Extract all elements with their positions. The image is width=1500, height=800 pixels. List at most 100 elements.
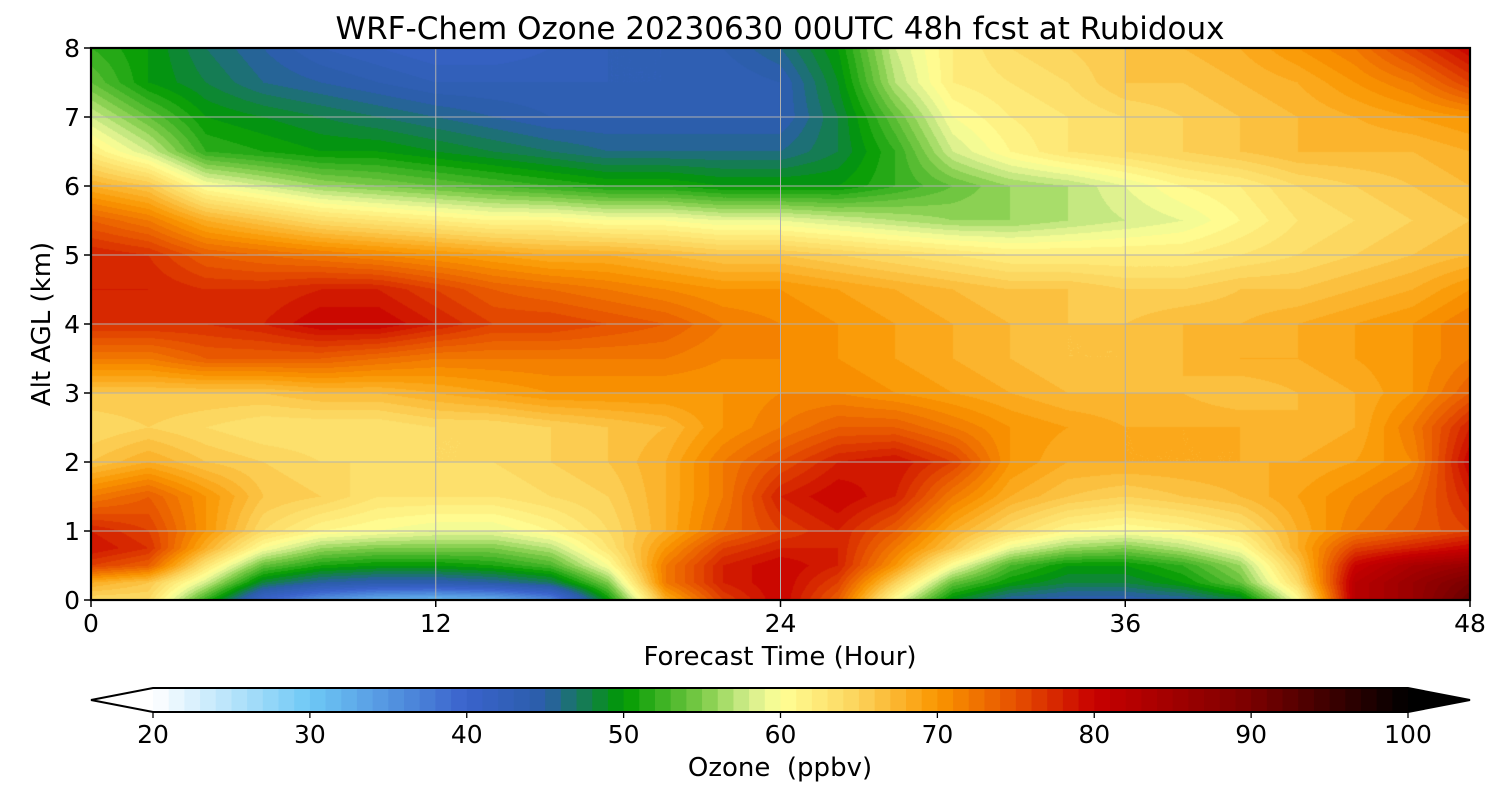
colorbar-segment [953,688,970,712]
colorbar-segment [309,688,327,712]
colorbar-tick-label: 80 [1078,720,1110,749]
colorbar-segment [639,688,656,712]
colorbar-segment [435,688,452,712]
colorbar-segment [1188,688,1205,712]
colorbar-segment [356,688,374,712]
y-tick-label: 1 [64,517,80,546]
y-tick-label: 7 [64,103,80,132]
colorbar-segment [1015,688,1033,712]
colorbar-segment [1266,688,1284,712]
colorbar-segment [1000,688,1017,712]
colorbar-segment [529,688,546,712]
colorbar-segment [513,688,531,712]
x-tick-label: 12 [420,609,452,638]
colorbar-segment [231,688,248,712]
colorbar-segment [388,688,405,712]
colorbar-segment [482,688,499,712]
colorbar-segment [1376,688,1393,712]
colorbar-segment [341,688,358,712]
colorbar-segment [984,688,1001,712]
y-tick-label: 6 [64,172,80,201]
plot-area [89,46,1472,602]
colorbar-segment [419,688,436,712]
colorbar-segment [325,688,342,712]
colorbar-segment [607,688,625,712]
colorbar-segment [1172,688,1189,712]
colorbar-segment [372,688,389,712]
colorbar-segment [827,688,844,712]
x-axis-label: Forecast Time (Hour) [643,642,916,672]
colorbar-segment [294,688,311,712]
colorbar-segment [811,688,829,712]
colorbar-segment [451,688,468,712]
colorbar-segment [1094,688,1111,712]
colorbar-segment [733,688,750,712]
colorbar-segment [1360,688,1378,712]
colorbar-segment [717,688,735,712]
colorbar-label: Ozone (ppbv) [688,753,872,783]
colorbar-segment [262,688,280,712]
colorbar-ticks: 20 30 40 50 60 70 80 90 100 [137,712,1432,749]
colorbar-segment [874,688,891,712]
colorbar-segment [1031,688,1048,712]
colorbar-segment [247,688,264,712]
colorbar-segment [1345,688,1362,712]
y-tick-label: 5 [64,241,80,270]
colorbar-segment [702,688,719,712]
colorbar-segment [215,688,233,712]
colorbar-segment [670,688,687,712]
colorbar-segment [404,688,421,712]
colorbar-segment [1141,688,1158,712]
colorbar-segment [749,688,766,712]
y-tick-label: 0 [64,586,80,615]
colorbar-segment [623,688,640,712]
x-axis: 0 12 24 36 48 [83,600,1486,638]
colorbar-segment [858,688,876,712]
colorbar-tick-label: 60 [765,720,797,749]
colorbar-segment [1125,688,1142,712]
colorbar-segment [906,688,923,712]
colorbar-tick-label: 30 [294,720,326,749]
y-axis-label: Alt AGL (km) [27,242,57,406]
colorbar-segment [764,688,782,712]
colorbar-segment [168,688,185,712]
colorbar-min-extend [91,688,153,712]
colorbar-tick-label: 100 [1384,720,1432,749]
colorbar-tick-label: 40 [451,720,483,749]
colorbar-segment [1157,688,1174,712]
colorbar-segment [1329,688,1346,712]
y-tick-label: 8 [64,34,80,63]
x-tick-label: 0 [83,609,99,638]
colorbar-segment [1204,688,1221,712]
colorbar-segment [1235,688,1252,712]
colorbar-segment [184,688,201,712]
colorbar-segment [153,688,170,712]
colorbar-tick-label: 70 [921,720,953,749]
colorbar-segment [937,688,954,712]
colorbar-segment [592,688,609,712]
colorbar-segment [498,688,515,712]
colorbar-segment [843,688,860,712]
colorbar-segment [968,688,986,712]
colorbar-segment [545,688,562,712]
colorbar-segment [1298,688,1315,712]
colorbar-tick-label: 20 [137,720,169,749]
colorbar-segment [576,688,593,712]
colorbar-segment [890,688,907,712]
colorbar-segment [466,688,484,712]
colorbar-segment [1219,688,1237,712]
colorbar-segment [1251,688,1268,712]
colorbar-segment [796,688,813,712]
colorbar-segment [1392,688,1409,712]
y-tick-label: 3 [64,379,80,408]
chart-title: WRF-Chem Ozone 20230630 00UTC 48h fcst a… [335,11,1224,47]
colorbar-segment [1109,688,1127,712]
x-tick-label: 36 [1109,609,1141,638]
colorbar-tick-label: 90 [1235,720,1267,749]
colorbar-segment [921,688,938,712]
colorbar [90,687,1471,713]
colorbar-tick-label: 50 [608,720,640,749]
colorbar-segment [780,688,797,712]
colorbar-segment [560,688,578,712]
